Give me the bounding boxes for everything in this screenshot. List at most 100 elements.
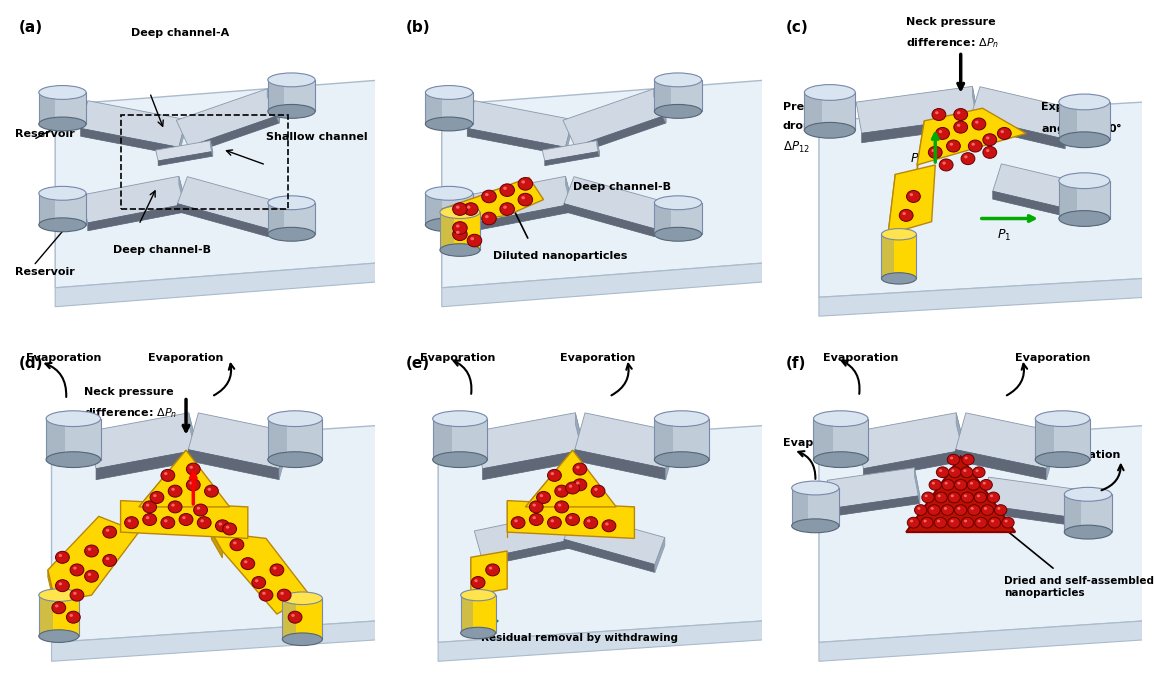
Circle shape	[550, 472, 554, 475]
Circle shape	[288, 611, 302, 623]
Circle shape	[485, 193, 488, 196]
Polygon shape	[1064, 495, 1111, 532]
Ellipse shape	[426, 86, 473, 99]
Text: Evaporation: Evaporation	[1046, 450, 1121, 460]
Circle shape	[584, 516, 598, 529]
Circle shape	[951, 495, 954, 497]
Circle shape	[532, 516, 535, 519]
Circle shape	[922, 492, 935, 503]
Circle shape	[530, 501, 544, 513]
Circle shape	[972, 142, 975, 146]
Polygon shape	[862, 118, 979, 142]
Circle shape	[942, 505, 953, 515]
Circle shape	[530, 514, 544, 525]
Circle shape	[160, 516, 174, 529]
Circle shape	[452, 228, 467, 240]
Ellipse shape	[283, 592, 322, 605]
Polygon shape	[81, 128, 179, 155]
Text: Neck pressure: Neck pressure	[84, 387, 174, 397]
Circle shape	[565, 482, 579, 494]
Circle shape	[522, 180, 525, 184]
Circle shape	[995, 505, 1007, 515]
Polygon shape	[992, 164, 1081, 210]
Circle shape	[602, 520, 616, 532]
Circle shape	[964, 469, 966, 472]
Ellipse shape	[814, 411, 868, 427]
Polygon shape	[917, 108, 1026, 165]
Circle shape	[907, 190, 921, 203]
Polygon shape	[575, 115, 666, 155]
Polygon shape	[268, 202, 278, 237]
Polygon shape	[575, 449, 666, 479]
Polygon shape	[442, 177, 544, 222]
Text: drop:: drop:	[782, 121, 816, 131]
Polygon shape	[545, 151, 599, 166]
Circle shape	[164, 472, 167, 475]
Polygon shape	[138, 450, 186, 512]
Polygon shape	[525, 450, 616, 507]
Circle shape	[576, 466, 579, 469]
Text: (b): (b)	[405, 20, 430, 35]
Circle shape	[983, 482, 986, 484]
Text: Deep channel-B: Deep channel-B	[572, 182, 670, 192]
Circle shape	[591, 485, 605, 497]
Polygon shape	[211, 532, 223, 558]
Circle shape	[226, 525, 230, 529]
Circle shape	[986, 136, 989, 140]
Ellipse shape	[39, 86, 87, 99]
Polygon shape	[564, 203, 654, 237]
Polygon shape	[211, 532, 309, 614]
Polygon shape	[52, 621, 385, 661]
Circle shape	[928, 147, 942, 158]
Text: Reservoir: Reservoir	[15, 129, 75, 138]
Polygon shape	[654, 203, 702, 234]
Circle shape	[547, 516, 561, 529]
Circle shape	[944, 507, 947, 510]
Text: Pressure: Pressure	[782, 102, 838, 112]
Circle shape	[972, 118, 986, 130]
Text: difference: $\Delta P_n$: difference: $\Delta P_n$	[906, 36, 999, 49]
Circle shape	[943, 162, 946, 164]
Polygon shape	[819, 102, 1146, 297]
Polygon shape	[564, 539, 654, 573]
Circle shape	[997, 127, 1011, 140]
Polygon shape	[1059, 102, 1110, 140]
Polygon shape	[992, 191, 1073, 218]
Polygon shape	[188, 413, 290, 469]
Circle shape	[921, 517, 934, 528]
Circle shape	[938, 130, 942, 133]
Circle shape	[187, 479, 200, 491]
Ellipse shape	[46, 452, 100, 468]
Circle shape	[951, 520, 953, 523]
Polygon shape	[654, 80, 702, 112]
Text: difference: $\Delta P_n$: difference: $\Delta P_n$	[84, 406, 178, 420]
Circle shape	[991, 520, 994, 523]
Circle shape	[932, 482, 935, 484]
Circle shape	[252, 577, 265, 588]
Circle shape	[223, 523, 237, 535]
Polygon shape	[973, 86, 979, 127]
Circle shape	[937, 520, 941, 523]
Polygon shape	[1059, 181, 1077, 219]
Polygon shape	[917, 121, 924, 171]
Circle shape	[961, 153, 975, 164]
Circle shape	[987, 492, 999, 503]
Polygon shape	[433, 419, 487, 460]
Polygon shape	[87, 413, 197, 469]
Text: (a): (a)	[18, 20, 43, 35]
Circle shape	[965, 457, 968, 460]
Circle shape	[70, 589, 84, 601]
Polygon shape	[654, 203, 670, 234]
Polygon shape	[564, 512, 665, 564]
Circle shape	[569, 485, 572, 488]
Ellipse shape	[39, 218, 87, 232]
Polygon shape	[178, 203, 268, 237]
Circle shape	[164, 519, 167, 523]
Text: (e): (e)	[405, 356, 429, 371]
Circle shape	[968, 140, 982, 152]
Text: $P_2$: $P_2$	[909, 152, 924, 167]
Ellipse shape	[39, 186, 87, 200]
Circle shape	[557, 488, 561, 491]
Circle shape	[924, 495, 928, 497]
Ellipse shape	[654, 104, 702, 119]
